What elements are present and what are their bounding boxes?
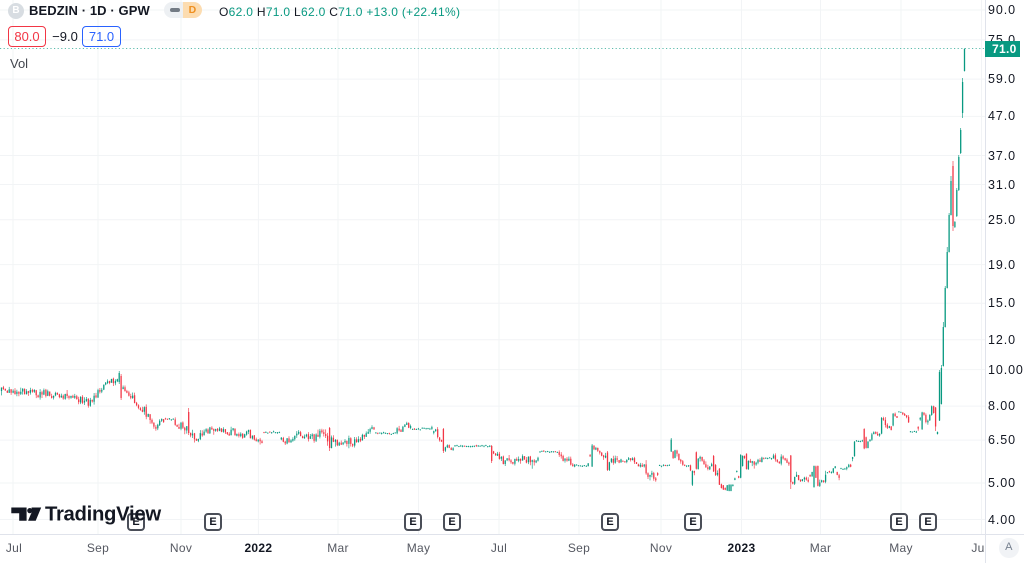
svg-text:TradingView: TradingView — [45, 504, 161, 526]
